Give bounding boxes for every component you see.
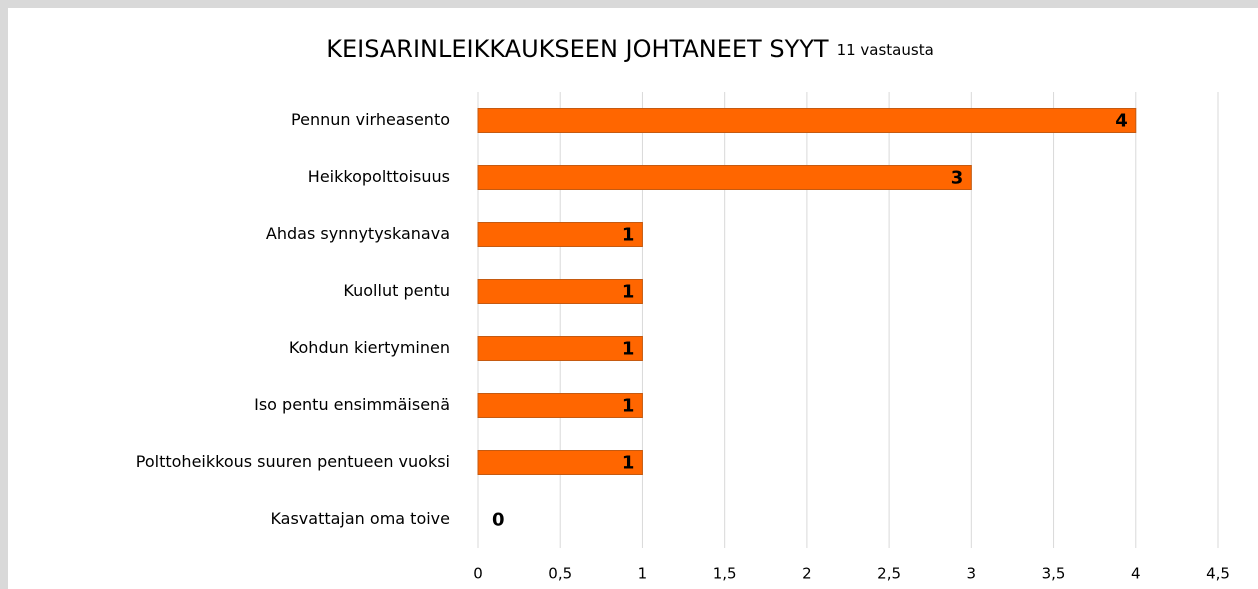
x-tick-label: 2,5 <box>877 565 901 583</box>
bar <box>477 279 643 304</box>
data-label: 1 <box>622 453 635 474</box>
y-tick-label: Polttoheikkous suuren pentueen vuoksi <box>136 452 450 471</box>
x-tick-label: 1,5 <box>713 565 737 583</box>
bar <box>477 450 643 475</box>
y-tick-label: Pennun virheasento <box>291 110 450 129</box>
x-tick-label: 0,5 <box>548 565 572 583</box>
x-tick-label: 3 <box>967 565 977 583</box>
bar <box>477 222 643 247</box>
y-tick-label: Heikkopolttoisuus <box>308 167 450 186</box>
data-label: 1 <box>622 282 635 303</box>
y-tick-label: Kohdun kiertyminen <box>289 338 450 357</box>
y-tick-label: Ahdas synnytyskanava <box>266 224 450 243</box>
y-tick-label: Kasvattajan oma toive <box>270 509 450 528</box>
x-tick-label: 3,5 <box>1042 565 1066 583</box>
bar <box>477 336 643 361</box>
bar <box>477 165 972 190</box>
data-label: 1 <box>622 225 635 246</box>
y-tick-label: Iso pentu ensimmäisenä <box>254 395 450 414</box>
data-label: 1 <box>622 339 635 360</box>
x-tick-label: 1 <box>638 565 648 583</box>
x-tick-label: 4,5 <box>1206 565 1230 583</box>
data-label: 4 <box>1115 111 1128 132</box>
x-tick-label: 4 <box>1131 565 1141 583</box>
bar <box>477 393 643 418</box>
chart-heading: KEISARINLEIKKAUKSEEN JOHTANEET SYYT 11 va… <box>326 35 934 63</box>
x-tick-label: 0 <box>473 565 483 583</box>
y-tick-label: Kuollut pentu <box>343 281 450 300</box>
chart-subtitle: 11 vastausta <box>837 41 934 59</box>
data-label: 3 <box>951 168 964 189</box>
bar <box>477 108 1137 133</box>
x-tick-label: 2 <box>802 565 812 583</box>
data-label: 0 <box>492 510 505 531</box>
chart-title: KEISARINLEIKKAUKSEEN JOHTANEET SYYT <box>326 35 829 63</box>
data-label: 1 <box>622 396 635 417</box>
